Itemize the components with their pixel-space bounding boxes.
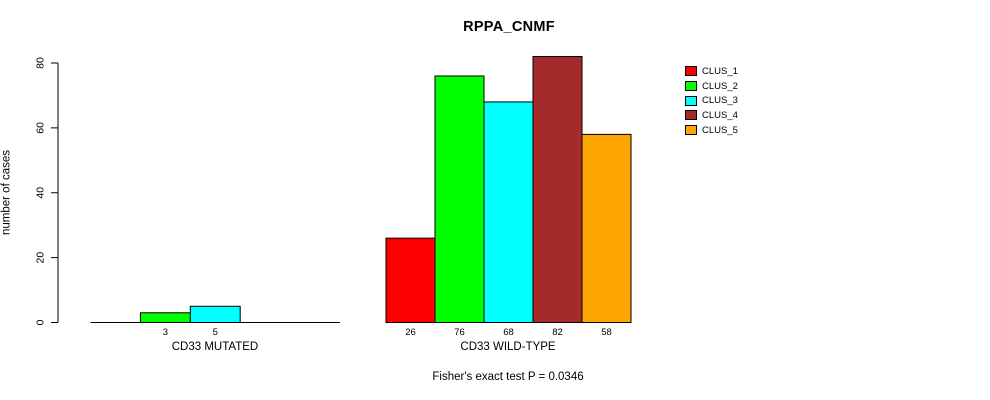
bar-value-label: 68 [503, 327, 514, 338]
chart-title: RPPA_CNMF [463, 19, 555, 35]
legend-item-CLUS_3: CLUS_3 [685, 93, 738, 108]
legend-label: CLUS_2 [702, 80, 738, 92]
bar-CLUS_3 [483, 101, 534, 323]
legend-swatch-icon [685, 125, 697, 136]
legend: CLUS_1 CLUS_2 CLUS_3 CLUS_4 CLUS_5 [685, 64, 738, 137]
y-axis-tick-label: 40 [35, 187, 47, 199]
y-axis-tick-label: 0 [35, 319, 47, 325]
x-group-label-mutated: CD33 MUTATED [171, 341, 259, 353]
bar-CLUS_2 [139, 312, 191, 323]
bar-CLUS_1 [385, 237, 436, 324]
legend-swatch-icon [685, 95, 697, 106]
bar-value-label: 5 [213, 327, 218, 338]
bar-CLUS_2 [434, 75, 485, 323]
legend-item-CLUS_2: CLUS_2 [685, 79, 738, 94]
legend-label: CLUS_1 [702, 65, 738, 77]
bar-value-label: 58 [601, 327, 612, 338]
bar-value-label: 82 [552, 327, 563, 338]
legend-swatch-icon [685, 110, 697, 121]
legend-item-CLUS_1: CLUS_1 [685, 64, 738, 79]
legend-label: CLUS_3 [702, 95, 738, 107]
x-group-label-wildtype: CD33 WILD-TYPE [460, 341, 556, 353]
legend-label: CLUS_4 [702, 109, 738, 121]
bar-value-label: 26 [405, 327, 416, 338]
y-axis-tick-label: 20 [35, 252, 47, 264]
y-axis-tick-label: 80 [35, 57, 47, 69]
legend-item-CLUS_5: CLUS_5 [685, 123, 738, 138]
bar-CLUS_3 [189, 305, 241, 323]
bar-CLUS_4 [532, 56, 583, 323]
y-axis-tick-label: 60 [35, 122, 47, 134]
bar-value-label: 3 [163, 327, 168, 338]
legend-label: CLUS_5 [702, 124, 738, 136]
legend-swatch-icon [685, 81, 697, 92]
bar-CLUS_5 [581, 133, 632, 323]
fisher-test-caption: Fisher's exact test P = 0.0346 [432, 371, 584, 383]
legend-item-CLUS_4: CLUS_4 [685, 108, 738, 123]
legend-swatch-icon [685, 66, 697, 77]
bar-value-label: 76 [454, 327, 465, 338]
